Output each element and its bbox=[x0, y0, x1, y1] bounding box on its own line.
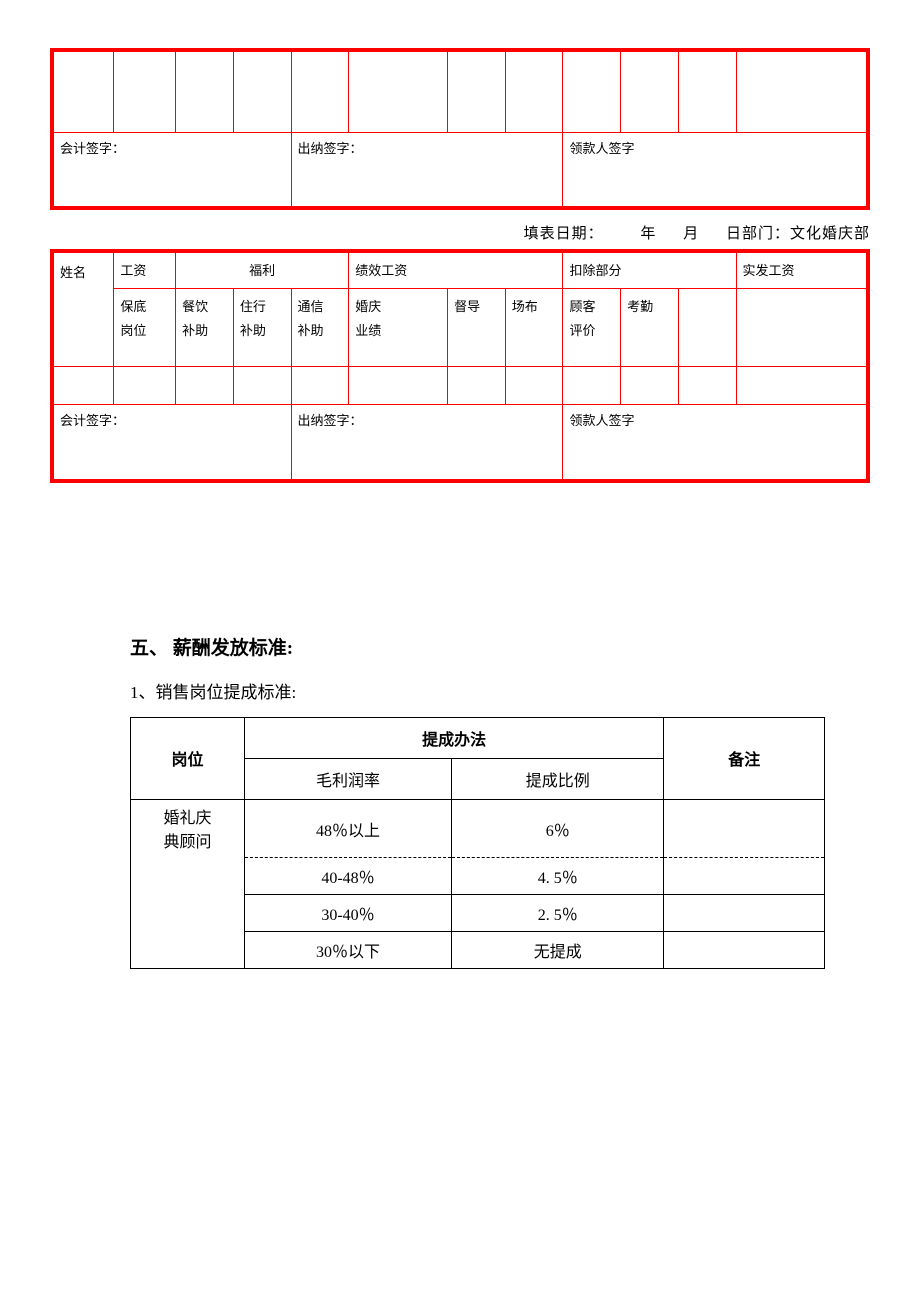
col-deduct: 扣除部分 bbox=[563, 251, 736, 289]
sub-comm: 通信 补助 bbox=[291, 289, 349, 367]
receiver-sign-cell: 领款人签字 bbox=[563, 132, 868, 208]
receiver-sign-cell: 领款人签字 bbox=[563, 405, 868, 481]
header-row: 姓名 工资 福利 绩效工资 扣除部分 实发工资 bbox=[52, 251, 868, 289]
table-row bbox=[52, 50, 868, 132]
col-gross: 毛利润率 bbox=[244, 758, 451, 799]
col-wage: 工资 bbox=[114, 251, 176, 289]
cashier-sign-cell: 出纳签字： bbox=[291, 132, 563, 208]
month-label: 月 bbox=[683, 226, 699, 242]
commission-table: 岗位 提成办法 备注 毛利润率 提成比例 婚礼庆 典顾问 48％以上 6％ 40… bbox=[130, 717, 825, 970]
col-welfare: 福利 bbox=[176, 251, 349, 289]
col-position: 岗位 bbox=[131, 717, 245, 799]
ratio-cell: 6％ bbox=[452, 799, 664, 858]
year-label: 年 bbox=[640, 226, 656, 242]
fill-date-line: 填表日期： 年 月 日部门：文化婚庆部 bbox=[0, 210, 920, 249]
ratio-cell: 4. 5％ bbox=[452, 858, 664, 895]
col-ratio: 提成比例 bbox=[452, 758, 664, 799]
gross-cell: 30-40％ bbox=[244, 895, 451, 932]
remark-cell bbox=[664, 895, 825, 932]
col-name: 姓名 bbox=[52, 251, 114, 367]
sub-wedding: 婚庆 业绩 bbox=[349, 289, 448, 367]
col-perf: 绩效工资 bbox=[349, 251, 563, 289]
remark-cell bbox=[664, 858, 825, 895]
ratio-cell: 2. 5％ bbox=[452, 895, 664, 932]
sub-attendance: 考勤 bbox=[621, 289, 679, 367]
sub-base: 保底 岗位 bbox=[114, 289, 176, 367]
salary-table-2: 姓名 工资 福利 绩效工资 扣除部分 实发工资 保底 岗位 餐饮 补助 住行 补… bbox=[50, 249, 870, 483]
signature-row: 会计签字： 出纳签字： 领款人签字 bbox=[52, 132, 868, 208]
comm-row: 40-48％ 4. 5％ bbox=[131, 858, 825, 895]
comm-row: 30％以下 无提成 bbox=[131, 932, 825, 969]
comm-row: 婚礼庆 典顾问 48％以上 6％ bbox=[131, 799, 825, 858]
accountant-sign-cell: 会计签字： bbox=[52, 132, 291, 208]
sub-venue: 场布 bbox=[505, 289, 563, 367]
dept-value: 文化婚庆部 bbox=[790, 226, 870, 242]
sub-supervise: 督导 bbox=[448, 289, 506, 367]
comm-row: 30-40％ 2. 5％ bbox=[131, 895, 825, 932]
ratio-cell: 无提成 bbox=[452, 932, 664, 969]
section-5-title: 五、 薪酬发放标准: bbox=[130, 633, 825, 660]
salary-table-1: 会计签字： 出纳签字： 领款人签字 bbox=[50, 48, 870, 210]
dept-label: 部门： bbox=[742, 226, 790, 242]
table-row bbox=[52, 367, 868, 405]
col-actual: 实发工资 bbox=[736, 251, 868, 289]
remark-cell bbox=[664, 799, 825, 858]
sub-meal: 餐饮 补助 bbox=[176, 289, 234, 367]
day-label: 日 bbox=[726, 226, 742, 242]
gross-cell: 30％以下 bbox=[244, 932, 451, 969]
accountant-sign-cell: 会计签字： bbox=[52, 405, 291, 481]
gross-cell: 48％以上 bbox=[244, 799, 451, 858]
cashier-sign-cell: 出纳签字： bbox=[291, 405, 563, 481]
col-remark: 备注 bbox=[664, 717, 825, 799]
remark-cell bbox=[664, 932, 825, 969]
section-5-subtitle: 1、销售岗位提成标准: bbox=[130, 678, 825, 703]
col-method: 提成办法 bbox=[244, 717, 664, 758]
gross-cell: 40-48％ bbox=[244, 858, 451, 895]
sub-housing: 住行 补助 bbox=[233, 289, 291, 367]
position-cell: 婚礼庆 典顾问 bbox=[131, 799, 245, 858]
date-prefix: 填表日期： bbox=[524, 226, 604, 242]
subheader-row: 保底 岗位 餐饮 补助 住行 补助 通信 补助 婚庆 业绩 督导 场布 顾客 评… bbox=[52, 289, 868, 367]
comm-header-row-1: 岗位 提成办法 备注 bbox=[131, 717, 825, 758]
signature-row: 会计签字： 出纳签字： 领款人签字 bbox=[52, 405, 868, 481]
sub-customer: 顾客 评价 bbox=[563, 289, 621, 367]
